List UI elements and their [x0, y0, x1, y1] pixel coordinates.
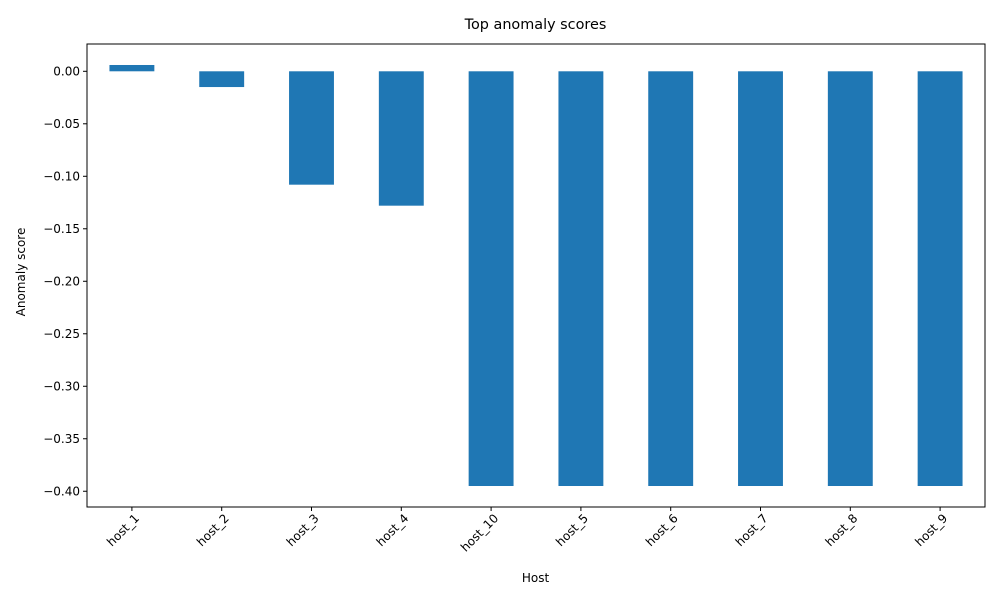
x-tick-label: host_2	[194, 511, 232, 549]
chart-title: Top anomaly scores	[464, 17, 607, 33]
x-tick-label: host_3	[284, 511, 322, 549]
x-tick-label: host_9	[912, 511, 950, 549]
bar-host-2	[199, 71, 245, 88]
y-tick-label: −0.30	[43, 379, 80, 393]
bar-host-5	[558, 71, 604, 487]
x-tick-label: host_4	[374, 511, 412, 549]
bar-host-4	[378, 71, 424, 206]
x-tick-label: host_1	[104, 511, 142, 549]
bar-host-7	[738, 71, 783, 487]
bar-host-9	[917, 71, 963, 487]
x-axis-label: Host	[522, 571, 550, 585]
bar-host-8	[827, 71, 873, 487]
y-tick-label: −0.10	[43, 169, 80, 183]
plot-frame	[86, 43, 986, 508]
bar-host-10	[468, 71, 514, 487]
x-axis-ticks: host_1 host_2 host_3 host_4 host_10 host_5 hos…	[104, 507, 950, 554]
y-axis-label: Anomaly score	[14, 228, 28, 317]
y-tick-label: −0.15	[43, 222, 80, 236]
y-tick-label: −0.40	[43, 484, 80, 498]
x-tick-label: host_8	[823, 511, 861, 549]
bar-host-1	[109, 64, 155, 72]
x-tick-label: host_6	[643, 511, 681, 549]
x-tick-label: host_7	[733, 511, 771, 549]
y-tick-label: −0.25	[43, 327, 80, 341]
bars-group	[109, 64, 963, 487]
x-tick-label: host_10	[458, 511, 501, 554]
bar-host-6	[648, 71, 694, 487]
y-axis-ticks: 0.00 −0.05 −0.10 −0.15 −0.20 −0.25 −0.30 −0.35 −…	[43, 64, 87, 498]
bar-host-3	[289, 71, 334, 185]
y-tick-label: −0.35	[43, 432, 80, 446]
y-tick-label: 0.00	[53, 64, 80, 78]
y-tick-label: −0.20	[43, 274, 80, 288]
x-tick-label: host_5	[553, 511, 591, 549]
y-tick-label: −0.05	[43, 117, 80, 131]
